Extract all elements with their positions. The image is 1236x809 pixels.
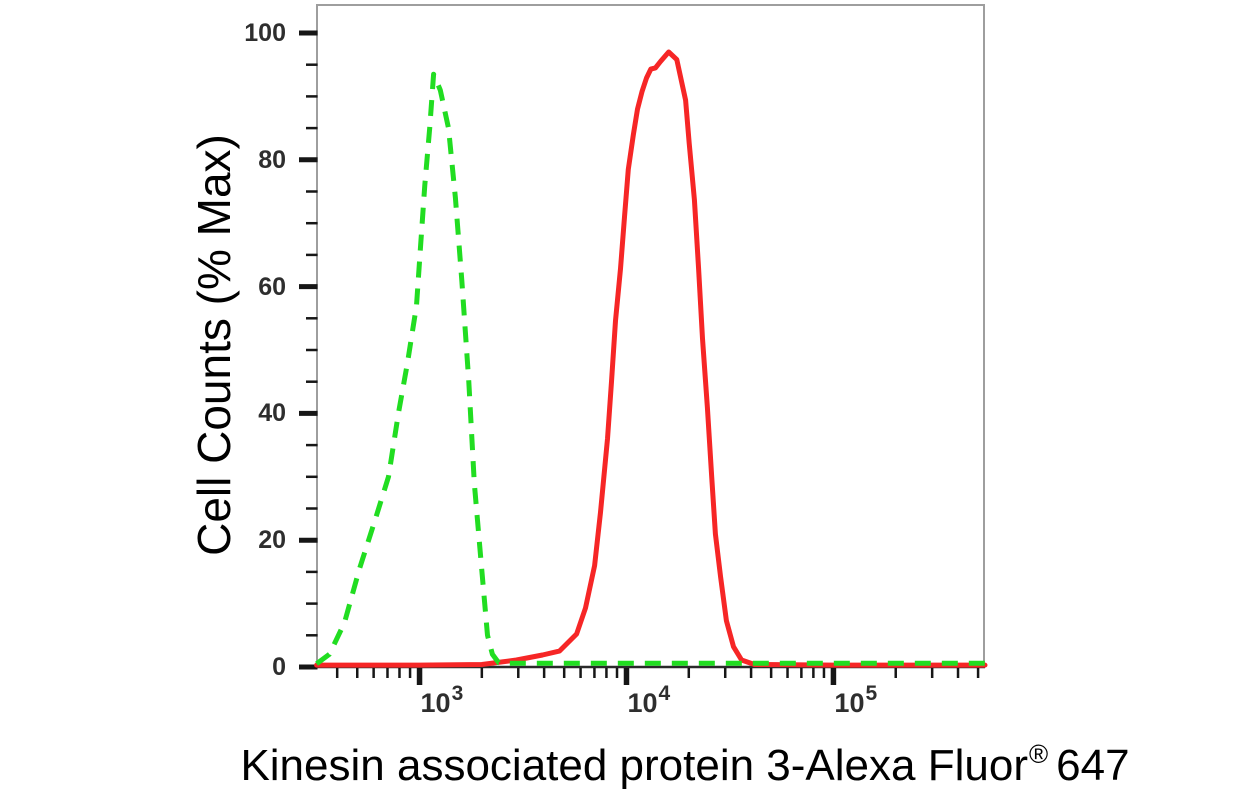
y-tick-label: 80	[258, 145, 286, 174]
y-axis-title: Cell Counts (% Max)	[188, 134, 240, 556]
x-tick-label-exponent: 3	[451, 682, 464, 705]
x-tick-label-base: 10	[627, 688, 658, 718]
x-tick-label-base: 10	[420, 688, 451, 718]
plot-area	[299, 4, 988, 685]
x-tick-label: 105	[834, 682, 877, 719]
x-tick-label: 104	[627, 682, 670, 719]
y-tick-label: 40	[258, 399, 286, 428]
x-axis-title-suffix: 647	[1056, 741, 1130, 790]
x-axis-title: Kinesin associated protein 3-Alexa Fluor…	[180, 739, 1190, 791]
registered-trademark-symbol: ®	[1028, 739, 1049, 769]
x-tick-label-exponent: 5	[865, 682, 878, 705]
y-tick-label: 0	[272, 653, 286, 681]
x-axis-title-main: Kinesin associated protein 3-Alexa Fluor	[240, 741, 1028, 790]
y-tick-label: 60	[258, 272, 286, 301]
y-tick-label: 20	[258, 526, 286, 555]
control-curve-green-dashed	[315, 71, 985, 666]
x-tick-label: 103	[420, 682, 464, 719]
y-tick-label: 100	[244, 19, 286, 47]
x-tick-label-base: 10	[834, 688, 865, 718]
axis-ticks	[299, 30, 980, 685]
sample-curve-red	[314, 49, 988, 668]
x-tick-label-exponent: 4	[658, 682, 671, 705]
plot-frame	[316, 4, 985, 668]
